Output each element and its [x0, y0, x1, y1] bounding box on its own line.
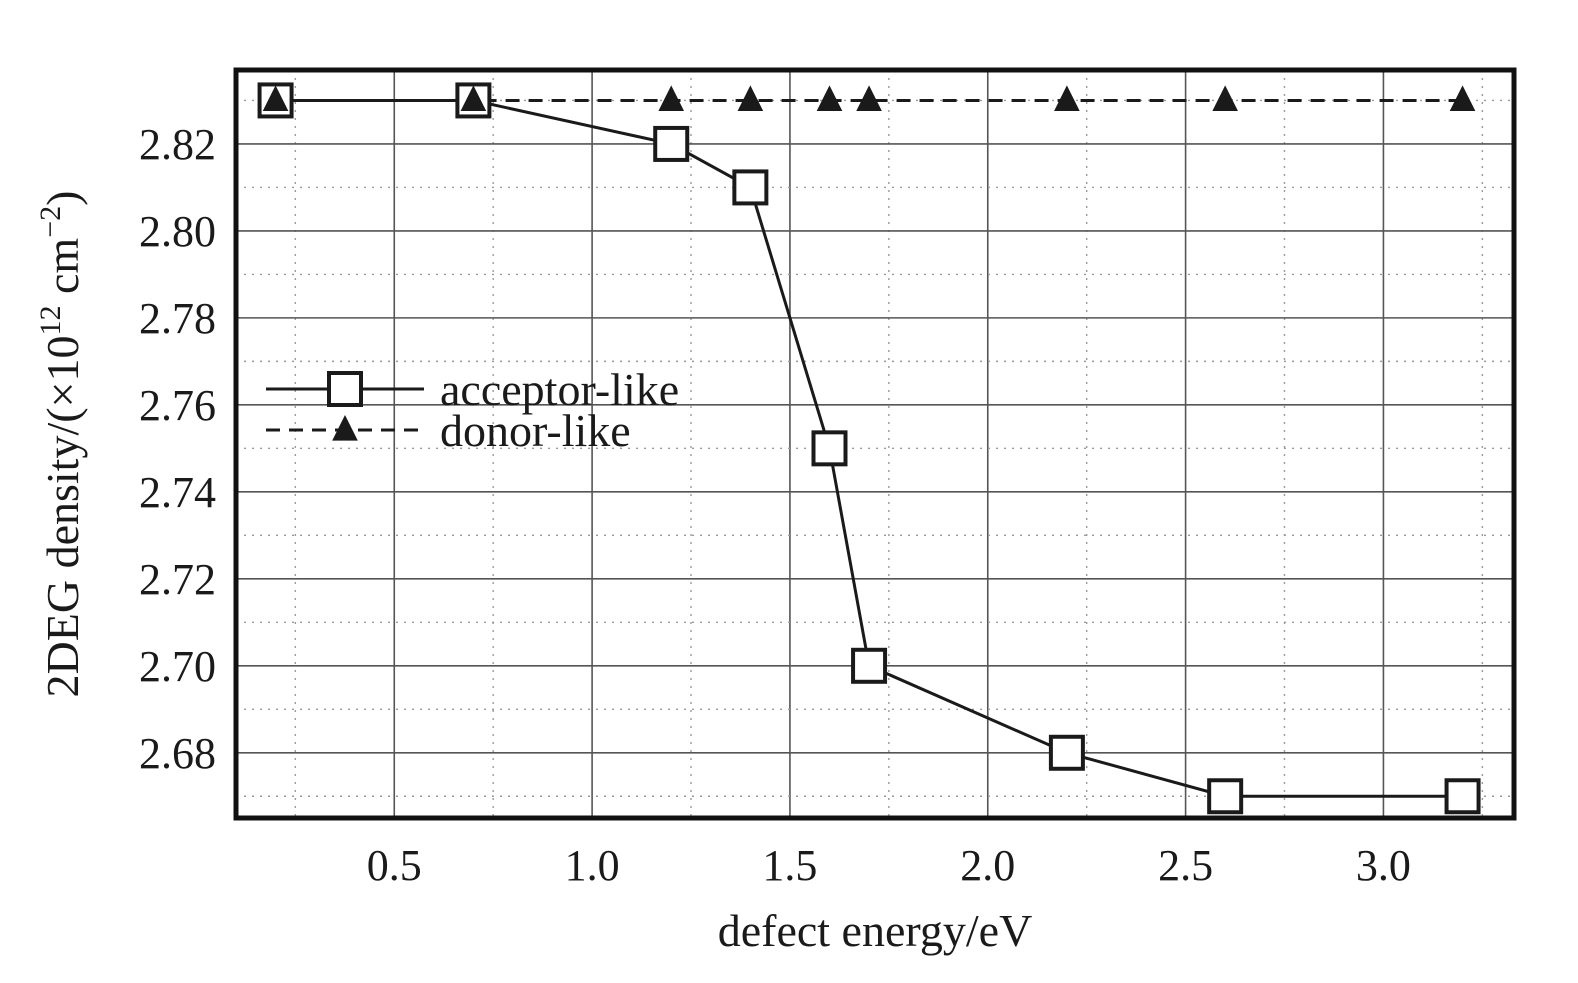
donor-like-marker — [1054, 85, 1080, 112]
y-tick-label: 2.72 — [139, 555, 216, 604]
y-axis-title-unit: cm — [37, 238, 88, 306]
acceptor-like-marker — [1207, 778, 1244, 815]
y-axis-title-exponent-2: −2 — [34, 206, 67, 238]
legend-label-donor-like: donor-like — [440, 405, 631, 456]
acceptor-like-marker — [732, 169, 769, 206]
donor-like-marker — [1449, 85, 1476, 112]
y-axis-title-exponent-1: 12 — [34, 305, 67, 335]
acceptor-like-marker — [1444, 778, 1481, 815]
y-tick-label: 2.80 — [139, 207, 216, 256]
acceptor-like-marker — [653, 125, 690, 162]
donor-like-marker — [1212, 85, 1238, 112]
legend-donor-marker — [332, 414, 358, 441]
x-axis-title: defect energy/eV — [718, 905, 1033, 956]
acceptor-like-marker — [1048, 734, 1085, 771]
x-tick-label: 3.0 — [1356, 841, 1411, 890]
x-tick-label: 0.5 — [367, 841, 422, 890]
x-tick-label: 2.5 — [1158, 841, 1213, 890]
y-tick-label: 2.68 — [139, 729, 216, 778]
donor-like-marker — [262, 85, 289, 112]
y-tick-label: 2.70 — [139, 642, 216, 691]
legend-acceptor-marker — [327, 371, 363, 407]
plot-frame — [233, 67, 1517, 821]
legend-label-acceptor-like: acceptor-like — [440, 364, 679, 415]
donor-like-marker — [816, 85, 843, 112]
x-tick-label: 1.0 — [565, 841, 620, 890]
y-axis-title-prefix: 2DEG density/(×10 — [37, 335, 88, 697]
y-tick-label: 2.82 — [139, 120, 216, 169]
donor-like-marker — [460, 85, 487, 112]
donor-like-marker — [856, 85, 882, 112]
y-axis-title-suffix: ) — [37, 191, 88, 206]
acceptor-like-marker — [851, 647, 888, 684]
tick-labels: 0.5 1.0 1.5 2.0 2.5 3.0 2.68 2.70 2.72 2.74 2.76 2.… — [139, 120, 1411, 890]
y-tick-label: 2.76 — [139, 381, 216, 430]
donor-like-marker — [658, 85, 685, 112]
donor-like-marker — [737, 85, 764, 112]
y-axis-title: 2DEG density/(×1012 cm−2) — [34, 191, 88, 698]
y-tick-label: 2.78 — [139, 294, 216, 343]
acceptor-like-marker — [811, 430, 848, 467]
x-tick-label: 2.0 — [960, 841, 1015, 890]
series-layer — [257, 82, 1481, 815]
y-tick-label: 2.74 — [139, 468, 216, 517]
grid — [236, 70, 1514, 818]
x-tick-label: 1.5 — [762, 841, 817, 890]
